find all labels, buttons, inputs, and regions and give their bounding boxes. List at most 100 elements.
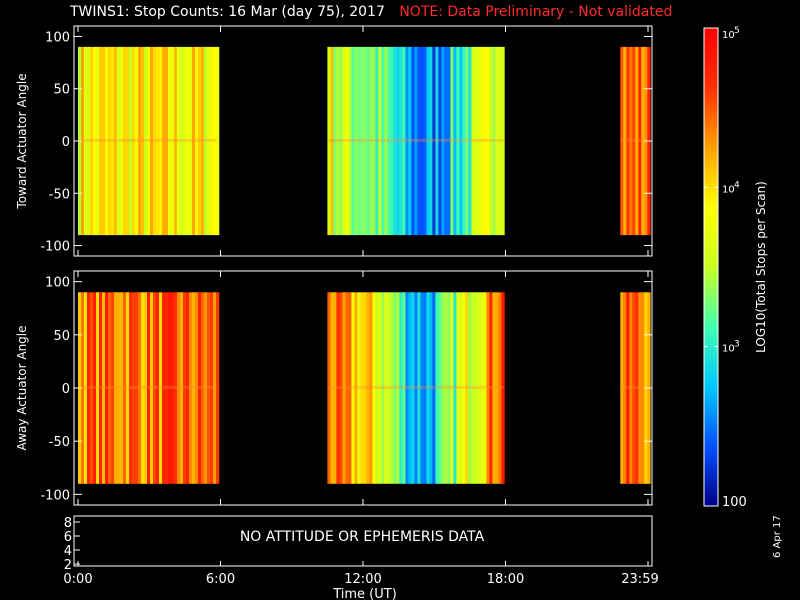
heatmap-column-1-0 <box>159 292 163 484</box>
heatmap-column-0-0 <box>102 46 106 236</box>
ytick-label-away: -50 <box>49 435 70 450</box>
ephemeris-ytick-label: 6 <box>64 530 72 545</box>
heatmap-column-0-0 <box>93 46 97 236</box>
heatmap-column-1-0 <box>162 292 166 484</box>
ephemeris-ytick-label: 2 <box>64 558 72 573</box>
ylabel-toward: Toward Actuator Angle <box>15 73 29 209</box>
heatmap-column-0-0 <box>129 46 133 236</box>
heatmap-column-0-0 <box>186 46 190 236</box>
heatmap-column-1-1 <box>429 292 433 484</box>
heatmap-column-1-1 <box>495 292 499 484</box>
heatmap-column-0-0 <box>114 46 118 236</box>
heatmap-column-0-0 <box>138 46 142 236</box>
heatmap-column-0-0 <box>132 46 136 236</box>
date-stamp: 6 Apr 17 <box>772 515 783 558</box>
heatmap-column-1-1 <box>336 292 340 484</box>
heatmap-column-0-1 <box>414 46 418 236</box>
heatmap-column-0-2 <box>641 46 645 236</box>
colorbar-gradient <box>704 28 718 506</box>
heatmap-column-1-1 <box>390 292 394 484</box>
heatmap-column-1-0 <box>144 292 148 484</box>
heatmap-column-1-1 <box>450 292 454 484</box>
heatmap-column-0-1 <box>492 46 496 236</box>
heatmap-column-0-0 <box>171 46 175 236</box>
heatmap-column-0-1 <box>450 46 454 236</box>
colorbar-tick-label: 10 <box>722 30 735 41</box>
heatmap-column-1-1 <box>339 292 343 484</box>
heatmap-column-1-1 <box>372 292 376 484</box>
heatmap-column-0-0 <box>201 46 205 236</box>
colorbar-tick-label: 10 <box>722 184 735 195</box>
heatmap-column-1-2 <box>632 292 636 484</box>
heatmap-column-1-1 <box>387 292 391 484</box>
heatmap-column-0-0 <box>204 46 208 236</box>
heatmap-column-0-1 <box>468 46 472 236</box>
heatmap-column-1-1 <box>393 292 397 484</box>
heatmap-column-0-0 <box>156 46 160 236</box>
preliminary-note: NOTE: Data Preliminary - Not validated <box>399 4 673 20</box>
ephemeris-message: NO ATTITUDE OR EPHEMERIS DATA <box>240 529 485 545</box>
ytick-label-away: -100 <box>40 488 70 503</box>
heatmap-column-1-1 <box>369 292 373 484</box>
heatmap-column-1-1 <box>456 292 460 484</box>
heatmap-column-0-0 <box>195 46 199 236</box>
heatmap-column-0-0 <box>162 46 166 236</box>
ytick-label-away: 50 <box>53 329 70 344</box>
heatmap-column-1-1 <box>444 292 448 484</box>
heatmap-column-1-1 <box>363 292 367 484</box>
heatmap-column-0-0 <box>213 46 217 236</box>
heatmap-column-0-0 <box>210 46 214 236</box>
heatmap-column-0-0 <box>84 46 88 236</box>
heatmap-column-0-1 <box>342 46 346 236</box>
xtick-label: 6:00 <box>206 572 235 587</box>
heatmap-column-1-0 <box>93 292 97 484</box>
heatmap-column-0-2 <box>638 46 642 236</box>
heatmap-column-0-1 <box>366 46 370 236</box>
ytick-label-toward: 0 <box>62 135 70 150</box>
heatmap-column-0-1 <box>339 46 343 236</box>
heatmap-column-0-0 <box>159 46 163 236</box>
heatmap-column-0-1 <box>453 46 457 236</box>
heatmap-column-1-0 <box>96 292 100 484</box>
heatmap-column-0-0 <box>168 46 172 236</box>
heatmap-column-1-1 <box>441 292 445 484</box>
heatmap-column-0-1 <box>420 46 424 236</box>
heatmap-column-0-2 <box>632 46 636 236</box>
heatmap-column-0-1 <box>390 46 394 236</box>
heatmap-column-0-0 <box>207 46 211 236</box>
heatmap-column-1-0 <box>177 292 181 484</box>
heatmap-column-1-1 <box>408 292 412 484</box>
heatmap-column-1-0 <box>120 292 124 484</box>
zero-band-1-0 <box>78 385 217 389</box>
heatmap-column-0-1 <box>375 46 379 236</box>
heatmap-column-0-1 <box>393 46 397 236</box>
colorbar-tick-exponent: 4 <box>734 180 740 190</box>
heatmap-column-0-1 <box>441 46 445 236</box>
heatmap-column-0-0 <box>192 46 196 236</box>
zero-band-1-2 <box>620 385 648 389</box>
heatmap-column-0-2 <box>620 46 624 236</box>
ephemeris-ytick-label: 8 <box>64 516 72 531</box>
heatmap-column-1-1 <box>399 292 403 484</box>
heatmap-column-1-2 <box>623 292 627 484</box>
heatmap-column-0-0 <box>135 46 139 236</box>
heatmap-column-1-2 <box>641 292 645 484</box>
heatmap-column-0-1 <box>438 46 442 236</box>
heatmap-column-1-0 <box>210 292 214 484</box>
heatmap-column-1-0 <box>186 292 190 484</box>
heatmap-column-1-1 <box>357 292 361 484</box>
heatmap-column-0-1 <box>357 46 361 236</box>
heatmap-column-1-0 <box>132 292 136 484</box>
heatmap-column-1-0 <box>147 292 151 484</box>
heatmap-column-0-0 <box>96 46 100 236</box>
heatmap-column-1-0 <box>141 292 145 484</box>
heatmap-column-1-0 <box>213 292 217 484</box>
heatmap-column-1-0 <box>111 292 115 484</box>
heatmap-column-0-1 <box>369 46 373 236</box>
heatmap-column-1-0 <box>99 292 103 484</box>
ytick-label-toward: -50 <box>49 187 70 202</box>
heatmap-column-0-1 <box>327 46 331 236</box>
heatmap-column-1-1 <box>462 292 466 484</box>
heatmap-column-0-0 <box>177 46 181 236</box>
